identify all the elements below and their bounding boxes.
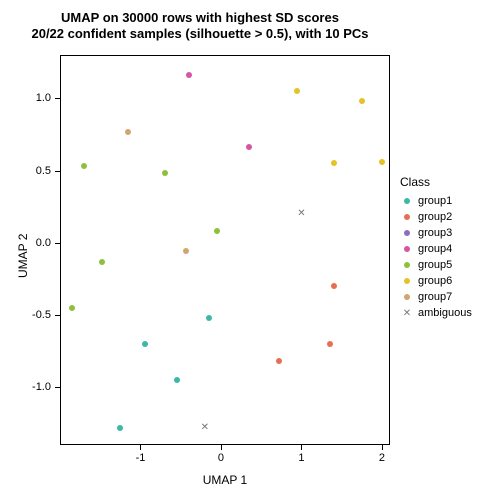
point-group6: [331, 160, 337, 166]
point-group4: [246, 144, 252, 150]
legend-item-group1: group1: [400, 193, 472, 209]
point-group6: [379, 159, 385, 165]
point-group7: [183, 248, 189, 254]
point-group2: [331, 283, 337, 289]
y-tick-label: -1.0: [23, 381, 51, 393]
point-group5: [99, 259, 105, 265]
x-tick: [382, 445, 383, 450]
legend-items: group1 group2 group3 group4 group5 group6 grou…: [400, 193, 472, 321]
umap-scatter-figure: UMAP on 30000 rows with highest SD score…: [0, 0, 504, 504]
legend-item-group2: group2: [400, 209, 472, 225]
legend-label: group6: [418, 275, 452, 287]
legend-item-group4: group4: [400, 241, 472, 257]
point-ambiguous: ✕: [297, 209, 305, 219]
legend-item-group6: group6: [400, 273, 472, 289]
title-line-1: UMAP on 30000 rows with highest SD score…: [0, 10, 400, 26]
legend-label: group1: [418, 195, 452, 207]
chart-title: UMAP on 30000 rows with highest SD score…: [0, 10, 400, 43]
y-tick: [55, 98, 60, 99]
point-group2: [327, 341, 333, 347]
point-group1: [117, 425, 123, 431]
point-group6: [294, 88, 300, 94]
point-group5: [81, 163, 87, 169]
legend-label: group7: [418, 291, 452, 303]
y-tick: [55, 243, 60, 244]
point-group5: [214, 228, 220, 234]
x-tick: [140, 445, 141, 450]
point-group5: [69, 305, 75, 311]
x-tick-label: 0: [218, 452, 224, 464]
point-ambiguous: ✕: [201, 423, 209, 433]
legend-swatch-group7: [400, 290, 414, 304]
plot-area: [60, 55, 390, 445]
legend-label: ambiguous: [418, 307, 472, 319]
legend-item-group3: group3: [400, 225, 472, 241]
y-tick-label: 1.0: [23, 92, 51, 104]
legend-swatch-group3: [400, 226, 414, 240]
legend-swatch-group1: [400, 194, 414, 208]
point-group2: [276, 358, 282, 364]
point-group4: [186, 72, 192, 78]
y-axis-label: UMAP 2: [16, 234, 30, 278]
point-group1: [142, 341, 148, 347]
point-group5: [162, 170, 168, 176]
legend-item-group5: group5: [400, 257, 472, 273]
x-tick: [301, 445, 302, 450]
legend-label: group2: [418, 211, 452, 223]
point-group1: [206, 315, 212, 321]
legend-swatch-group5: [400, 258, 414, 272]
x-tick-label: 1: [298, 452, 304, 464]
legend-label: group4: [418, 243, 452, 255]
y-tick: [55, 387, 60, 388]
title-line-2: 20/22 confident samples (silhouette > 0.…: [0, 26, 400, 42]
legend-title: Class: [400, 175, 472, 189]
legend-swatch-group4: [400, 242, 414, 256]
point-group7: [125, 129, 131, 135]
x-axis-label: UMAP 1: [60, 473, 390, 487]
legend-item-ambiguous: ✕ ambiguous: [400, 305, 472, 321]
y-tick-label: -0.5: [23, 309, 51, 321]
point-group6: [359, 98, 365, 104]
legend-swatch-group6: [400, 274, 414, 288]
x-tick: [221, 445, 222, 450]
y-tick-label: 0.5: [23, 165, 51, 177]
point-group1: [174, 377, 180, 383]
legend-label: group5: [418, 259, 452, 271]
y-tick: [55, 171, 60, 172]
legend: Class group1group2group3group4group5grou…: [400, 175, 472, 321]
legend-label: group3: [418, 227, 452, 239]
x-tick-label: 2: [379, 452, 385, 464]
legend-swatch-ambiguous: ✕: [400, 306, 414, 320]
legend-swatch-group2: [400, 210, 414, 224]
x-tick-label: -1: [136, 452, 146, 464]
y-tick: [55, 315, 60, 316]
legend-item-group7: group7: [400, 289, 472, 305]
